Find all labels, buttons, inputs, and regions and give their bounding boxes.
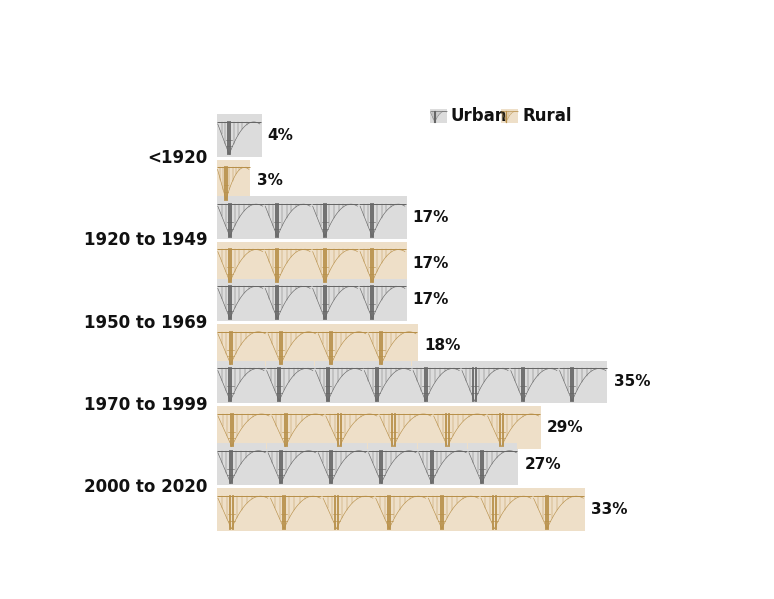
Bar — [378, 406, 432, 449]
Bar — [312, 242, 358, 284]
Bar — [502, 109, 519, 123]
Bar — [317, 324, 367, 367]
Bar — [271, 406, 324, 449]
Bar — [363, 361, 412, 403]
Bar — [217, 324, 418, 367]
Text: Rural: Rural — [522, 107, 572, 125]
Bar — [217, 443, 519, 485]
Bar — [418, 443, 467, 485]
Text: 17%: 17% — [413, 210, 449, 225]
Text: 2000 to 2020: 2000 to 2020 — [84, 478, 207, 496]
Bar — [217, 196, 263, 239]
Bar — [264, 242, 311, 284]
Bar — [433, 406, 486, 449]
Bar — [510, 361, 558, 403]
Bar — [359, 196, 406, 239]
Bar — [430, 109, 447, 123]
Bar — [368, 443, 417, 485]
Bar — [217, 361, 608, 403]
Text: 17%: 17% — [413, 256, 449, 271]
Bar — [217, 242, 263, 284]
Bar — [217, 406, 540, 449]
Bar — [217, 114, 262, 156]
Bar — [317, 443, 367, 485]
Bar — [375, 488, 426, 531]
Text: 4%: 4% — [268, 128, 293, 143]
Bar — [267, 443, 317, 485]
Bar — [217, 279, 406, 321]
Bar — [217, 160, 250, 202]
Bar — [269, 488, 321, 531]
Bar — [533, 488, 584, 531]
Bar — [468, 443, 518, 485]
Bar — [217, 488, 585, 531]
Bar — [217, 160, 249, 202]
Bar — [427, 488, 479, 531]
Text: 17%: 17% — [413, 292, 449, 307]
Text: Urban: Urban — [451, 107, 508, 125]
Text: 1970 to 1999: 1970 to 1999 — [84, 396, 207, 414]
Bar — [325, 406, 378, 449]
Bar — [264, 196, 311, 239]
Bar — [217, 443, 266, 485]
Bar — [461, 361, 509, 403]
Text: <1920: <1920 — [147, 149, 207, 167]
Bar — [314, 361, 362, 403]
Text: 27%: 27% — [525, 456, 561, 471]
Bar — [267, 324, 317, 367]
Bar — [322, 488, 374, 531]
Bar — [487, 406, 539, 449]
Text: 29%: 29% — [546, 420, 584, 435]
Bar — [430, 109, 447, 123]
Bar — [217, 242, 406, 284]
Bar — [502, 109, 519, 123]
Bar — [413, 361, 461, 403]
Bar — [264, 279, 311, 321]
Bar — [265, 361, 313, 403]
Text: 1920 to 1949: 1920 to 1949 — [84, 231, 207, 249]
Bar — [559, 361, 607, 403]
Bar — [217, 324, 266, 367]
Text: 18%: 18% — [424, 338, 461, 353]
Bar — [359, 242, 406, 284]
Bar — [217, 279, 263, 321]
Text: 35%: 35% — [614, 374, 650, 389]
Text: 33%: 33% — [591, 502, 628, 517]
Bar — [217, 406, 270, 449]
Bar — [217, 196, 406, 239]
Text: 1950 to 1969: 1950 to 1969 — [84, 313, 207, 331]
Bar — [217, 114, 261, 156]
Text: 3%: 3% — [256, 173, 283, 188]
Bar — [217, 361, 265, 403]
Bar — [217, 488, 269, 531]
Bar — [312, 279, 358, 321]
Bar — [480, 488, 532, 531]
Bar — [312, 196, 358, 239]
Bar — [368, 324, 417, 367]
Bar — [359, 279, 406, 321]
